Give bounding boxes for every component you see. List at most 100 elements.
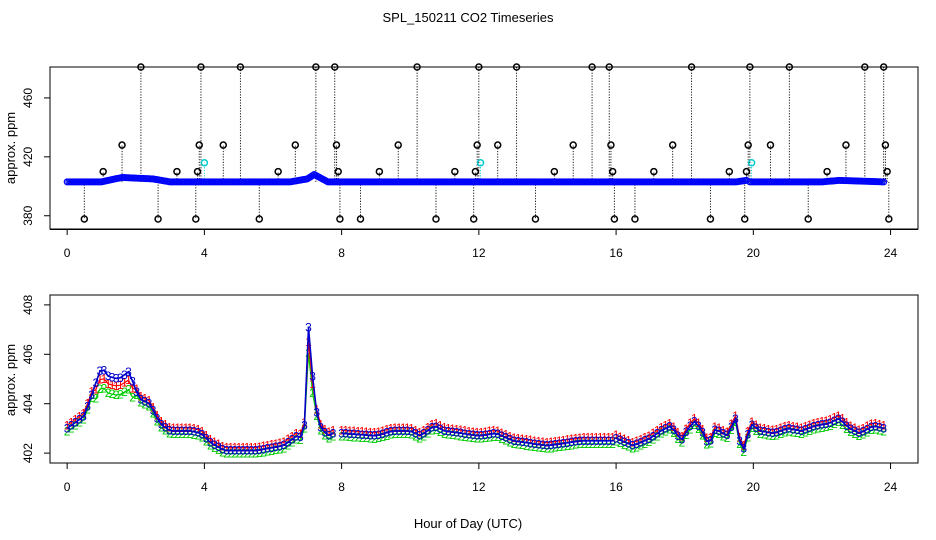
outlier-point (118, 141, 126, 149)
series-1-marker: 1 (593, 431, 600, 445)
series-1-marker: 1 (478, 425, 485, 439)
series-1-marker: 1 (297, 427, 304, 441)
series-3-marker: 3 (823, 417, 830, 431)
series-3-marker: 3 (507, 432, 514, 446)
series-1-marker: 1 (617, 430, 624, 444)
series-1-marker: 1 (823, 414, 830, 428)
outlier-point (766, 141, 775, 149)
outlier-point (80, 215, 89, 223)
series-3-marker: 3 (76, 413, 83, 427)
series-2-marker: 2 (457, 429, 464, 443)
series-1-marker: 1 (146, 393, 153, 407)
y-tick-label: 420 (21, 147, 35, 167)
series-3-marker: 3 (654, 426, 661, 440)
series-2-marker: 2 (515, 438, 522, 452)
series-2-marker: 2 (507, 435, 514, 449)
series-2-marker: 2 (461, 430, 468, 444)
series-2-marker: 2 (170, 427, 177, 441)
series-1-marker: 1 (728, 417, 735, 431)
series-2-marker: 2 (856, 429, 863, 443)
series-2-marker: 2 (814, 422, 821, 436)
series-3-marker: 3 (457, 426, 464, 440)
outlier-point (650, 167, 658, 176)
series-1-marker: 1 (699, 422, 706, 436)
series-2-marker: 2 (605, 437, 612, 451)
series-2-marker: 2 (375, 431, 382, 445)
series-2-marker: 2 (470, 431, 477, 445)
series-2-marker: 2 (412, 430, 419, 444)
series-2-marker: 2 (437, 425, 444, 439)
series-1-marker: 1 (97, 373, 104, 387)
series-3-marker: 3 (113, 371, 120, 385)
series-3-marker: 3 (703, 434, 710, 448)
outlier-point (725, 167, 734, 176)
series-3-marker: 3 (88, 388, 95, 402)
series-3-marker: 3 (236, 444, 243, 458)
series-2-marker: 2 (322, 429, 329, 443)
series-1-marker: 1 (453, 423, 460, 437)
series-2-marker: 2 (355, 431, 362, 445)
series-2-marker: 2 (92, 392, 99, 406)
series-2-marker: 2 (236, 447, 243, 461)
series-2-marker: 2 (297, 433, 304, 447)
series-1-marker: 1 (589, 431, 596, 445)
series-3-marker: 3 (490, 427, 497, 441)
series-3-marker: 3 (289, 432, 296, 446)
series-2-marker: 2 (654, 429, 661, 443)
series-2-marker: 2 (642, 437, 649, 451)
series-1-marker: 1 (868, 417, 875, 431)
series-2-marker: 2 (121, 385, 128, 399)
series-1-marker: 1 (133, 382, 140, 396)
series-3-marker: 3 (371, 429, 378, 443)
series-1-marker: 1 (585, 431, 592, 445)
series-3-marker: 3 (724, 428, 731, 442)
series-3-marker: 3 (531, 437, 538, 451)
series-3-marker: 3 (556, 437, 563, 451)
series-2-marker: 2 (683, 428, 690, 442)
series-1-marker: 1 (716, 421, 723, 435)
series-2-marker: 2 (125, 383, 132, 397)
series-2-marker: 2 (777, 427, 784, 441)
series-1-marker: 1 (662, 418, 669, 432)
series-3-marker: 3 (396, 424, 403, 438)
outlier-point (336, 215, 344, 223)
series-3-marker: 3 (199, 427, 206, 441)
series-2-marker: 2 (416, 431, 423, 445)
y-tick-label: 402 (21, 443, 35, 463)
series-3-marker: 3 (437, 422, 444, 436)
series-2-marker: 2 (646, 435, 653, 449)
series-3-marker: 3 (68, 418, 75, 432)
series-1-marker: 1 (367, 425, 374, 439)
series-1-marker: 1 (852, 421, 859, 435)
series-2-marker: 2 (695, 422, 702, 436)
series-2-marker: 2 (277, 442, 284, 456)
series-2-marker: 2 (433, 423, 440, 437)
series-3-marker: 3 (568, 435, 575, 449)
series-1-marker: 1 (429, 418, 436, 432)
series-1-marker: 1 (527, 433, 534, 447)
series-2-marker: 2 (819, 421, 826, 435)
series-3-marker: 3 (605, 434, 612, 448)
series-3-marker: 3 (625, 437, 632, 451)
series-1-marker: 1 (523, 433, 530, 447)
series-3-marker: 3 (790, 422, 797, 436)
series-2-marker: 2 (576, 437, 583, 451)
x-tick-label: 4 (201, 246, 208, 260)
series-3-marker: 3 (511, 434, 518, 448)
series-3-marker: 3 (359, 428, 366, 442)
series-2-marker: 2 (625, 440, 632, 454)
series-1-marker: 1 (880, 418, 887, 432)
series-3-marker: 3 (827, 416, 834, 430)
series-2-marker: 2 (80, 413, 87, 427)
series-3-marker: 3 (515, 434, 522, 448)
series-2-marker: 2 (281, 441, 288, 455)
series-1-marker: 1 (691, 412, 698, 426)
series-1-marker: 1 (223, 441, 230, 455)
series-3-marker: 3 (338, 426, 345, 440)
series-3-marker: 3 (535, 437, 542, 451)
bottom-series: 2222222222222222222222222222222222222222… (64, 320, 888, 460)
series-1-marker: 1 (507, 429, 514, 443)
series-3-marker: 3 (293, 429, 300, 443)
outlier-point (746, 63, 754, 71)
